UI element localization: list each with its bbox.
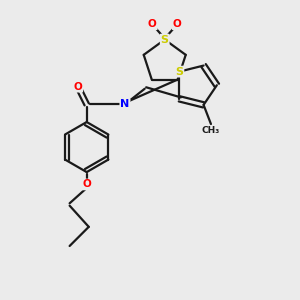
Text: S: S [161, 34, 169, 45]
Text: N: N [120, 99, 130, 110]
Text: O: O [82, 179, 91, 190]
Text: O: O [74, 82, 82, 92]
Text: S: S [176, 67, 183, 76]
Text: O: O [148, 19, 157, 29]
Text: CH₃: CH₃ [202, 126, 220, 135]
Text: O: O [173, 19, 182, 29]
